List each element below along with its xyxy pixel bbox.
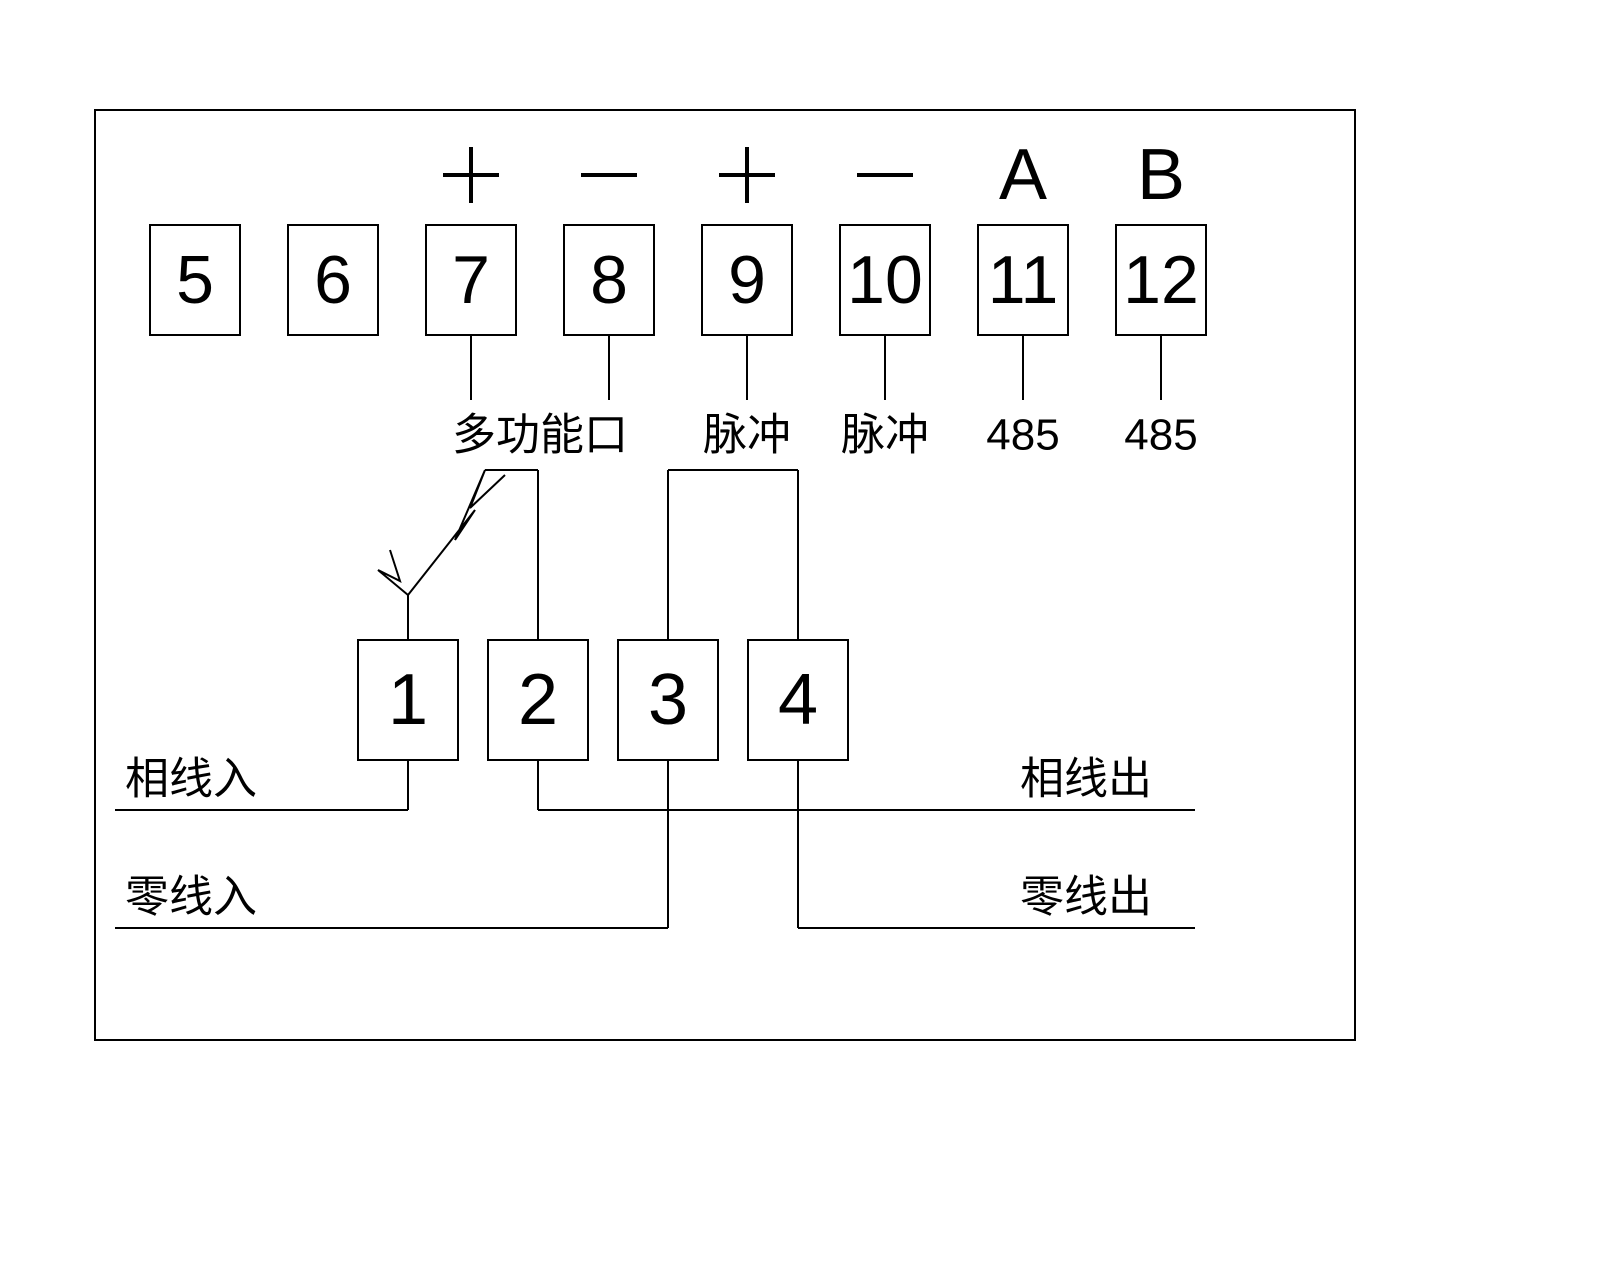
top-label: 485 [986,411,1059,460]
top-label: 脉冲 [841,411,929,460]
terminal-label-2: 2 [518,660,558,740]
terminal-label-10: 10 [847,242,923,318]
zigzag-wire [408,470,505,595]
top-label: 485 [1124,411,1197,460]
terminal-label-4: 4 [778,660,818,740]
terminal-label-12: 12 [1123,242,1199,318]
symbol-A: A [999,135,1047,215]
terminal-label-8: 8 [590,242,628,318]
terminal-label-11: 11 [988,242,1059,318]
symbol-B: B [1137,135,1185,215]
top-label: 脉冲 [703,411,791,460]
bottom-label: 零线出 [1020,873,1152,922]
terminal-label-3: 3 [648,660,688,740]
terminal-label-1: 1 [388,660,428,740]
bottom-label: 相线入 [125,755,257,804]
terminal-label-6: 6 [314,242,352,318]
terminal-label-9: 9 [728,242,766,318]
terminal-label-7: 7 [452,242,490,318]
arrow-icon [378,550,408,595]
bottom-label: 零线入 [125,873,257,922]
wiring-diagram: 56789101112AB多功能口脉冲脉冲4854851234相线入相线出零线入… [0,0,1600,1280]
terminal-label-5: 5 [176,242,214,318]
top-label: 多功能口 [452,411,628,460]
bottom-label: 相线出 [1020,755,1152,804]
